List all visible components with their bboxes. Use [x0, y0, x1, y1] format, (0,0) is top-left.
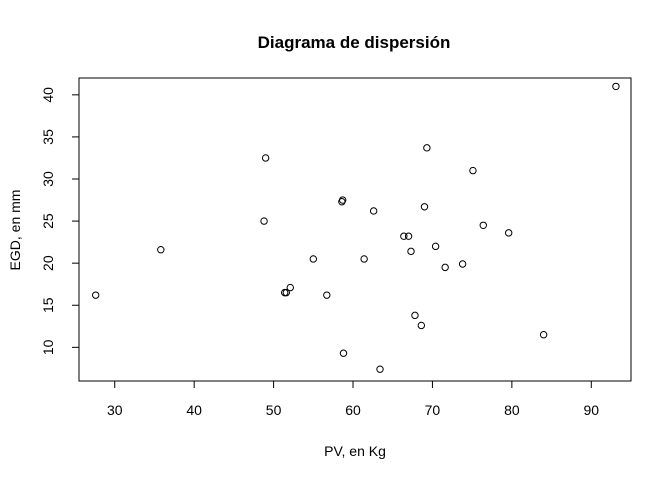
data-point	[376, 365, 384, 373]
data-point	[338, 196, 347, 204]
data-point	[458, 260, 467, 268]
x-tick-label: 90	[583, 402, 599, 418]
data-point	[612, 82, 620, 91]
data-point	[360, 255, 368, 263]
data-point	[282, 288, 290, 297]
data-point	[441, 263, 449, 272]
data-point	[417, 321, 426, 330]
y-tick-label: 25	[40, 213, 56, 229]
x-tick-label: 80	[504, 402, 520, 418]
x-tick-label: 50	[266, 402, 282, 418]
data-point	[400, 232, 408, 240]
y-axis-label: EGD, en mm	[7, 190, 23, 271]
data-point	[504, 229, 513, 237]
data-point	[369, 207, 378, 215]
data-point	[479, 221, 487, 229]
data-point	[411, 311, 419, 320]
x-axis-label: PV, en Kg	[324, 443, 386, 459]
data-points	[91, 82, 620, 373]
y-tick-label: 35	[40, 129, 56, 145]
y-tick-label: 20	[40, 255, 56, 271]
data-point	[286, 283, 294, 292]
data-point	[404, 232, 413, 240]
x-tick-label: 40	[186, 402, 202, 418]
y-tick-label: 40	[40, 87, 56, 103]
chart-title: Diagrama de dispersión	[258, 33, 451, 52]
data-point	[91, 291, 100, 299]
data-point	[420, 203, 429, 211]
data-point	[261, 154, 270, 162]
data-point	[423, 144, 431, 152]
x-tick-label: 70	[425, 402, 441, 418]
data-point	[431, 242, 440, 251]
data-point	[539, 331, 548, 339]
data-point	[157, 246, 165, 254]
y-tick-label: 30	[40, 171, 56, 187]
x-tick-label: 30	[107, 402, 123, 418]
data-point	[469, 166, 477, 175]
plot-frame	[78, 77, 632, 382]
y-axis: 10 15 20 25 30 35 40	[40, 87, 80, 355]
y-tick-label: 10	[40, 339, 56, 355]
data-point	[260, 217, 268, 225]
data-point	[323, 291, 331, 299]
data-point	[309, 255, 318, 263]
data-point	[339, 349, 348, 357]
data-point	[407, 247, 415, 256]
y-tick-label: 15	[40, 297, 56, 313]
x-axis: 30 40 50 60 70 80 90	[107, 380, 599, 418]
x-tick-label: 60	[345, 402, 361, 418]
